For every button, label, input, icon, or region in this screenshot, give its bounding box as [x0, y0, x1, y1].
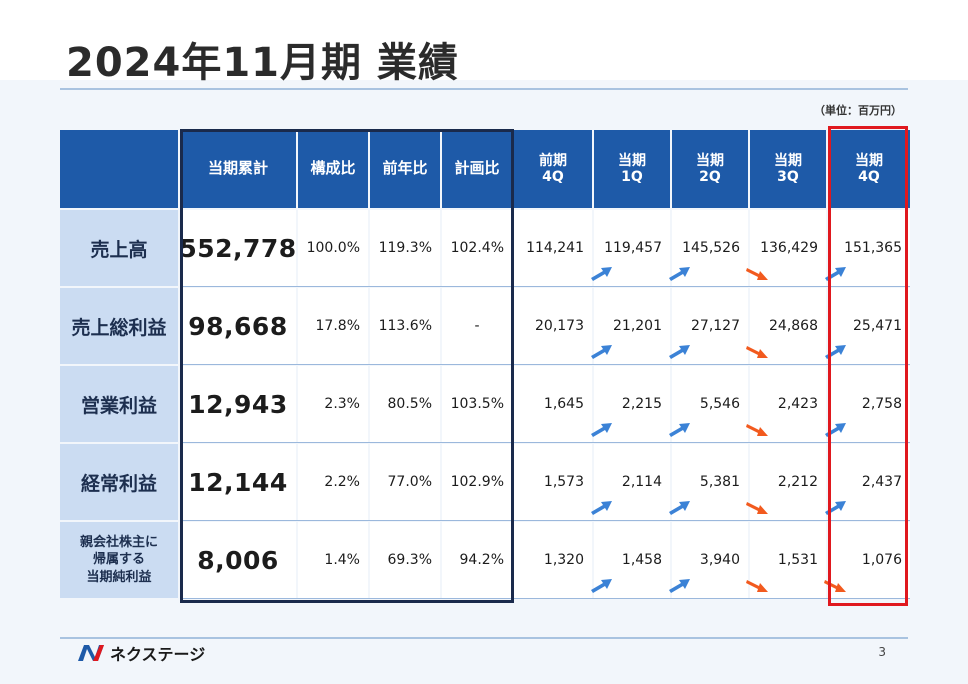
nextage-logo-icon: [78, 645, 104, 661]
yoy-value: 69.3%: [370, 522, 440, 598]
header-q3-line: 3Q: [777, 169, 799, 185]
trend-up-arrow-icon: [591, 579, 612, 593]
trend-up-arrow-icon: [591, 345, 612, 359]
header-q4-line: 4Q: [858, 169, 880, 185]
header-prev4q: 前期 4Q: [514, 130, 592, 208]
row-label: 売上総利益: [60, 288, 178, 364]
row-label-line: 売上総利益: [71, 316, 167, 339]
header-label: [60, 130, 178, 208]
header-q4: 当期 4Q: [828, 130, 910, 208]
row-divider: [180, 364, 910, 365]
trend-up-arrow-icon: [591, 501, 612, 515]
trend-up-arrow-icon: [825, 267, 846, 281]
header-yoy: 前年比: [370, 130, 440, 208]
q3-value: 136,429: [750, 210, 826, 286]
row-divider: [180, 520, 910, 521]
q4-value: 2,758: [828, 366, 910, 442]
header-q2-line: 2Q: [699, 169, 721, 185]
q3-value: 2,423: [750, 366, 826, 442]
header-q1-line: 当期: [618, 152, 646, 169]
trend-up-arrow-icon: [825, 501, 846, 515]
q1-value: 21,201: [594, 288, 670, 364]
composition-value: 1.4%: [298, 522, 368, 598]
q3-value: 1,531: [750, 522, 826, 598]
header-q1: 当期 1Q: [594, 130, 670, 208]
trend-down-arrow-icon: [746, 424, 768, 436]
header-q2-line: 当期: [696, 152, 724, 169]
cumulative-value: 98,668: [180, 288, 296, 364]
trend-down-arrow-icon: [824, 580, 846, 592]
row-divider: [180, 286, 910, 287]
header-composition: 構成比: [298, 130, 368, 208]
company-logo: ネクステージ: [76, 641, 205, 665]
header-plan: 計画比: [442, 130, 512, 208]
prev4q-value: 1,645: [514, 366, 592, 442]
trend-up-arrow-icon: [591, 423, 612, 437]
composition-value: 2.3%: [298, 366, 368, 442]
trend-up-arrow-icon: [825, 345, 846, 359]
header-q3: 当期 3Q: [750, 130, 826, 208]
prev4q-value: 1,320: [514, 522, 592, 598]
trend-up-arrow-icon: [669, 267, 690, 281]
trend-down-arrow-icon: [746, 346, 768, 358]
page-number: 3: [878, 645, 886, 659]
header-q3-line: 当期: [774, 152, 802, 169]
row-label: 経常利益: [60, 444, 178, 520]
trend-down-arrow-icon: [746, 268, 768, 280]
trend-down-arrow-icon: [746, 502, 768, 514]
plan-value: 102.4%: [442, 210, 512, 286]
row-divider: [180, 442, 910, 443]
plan-value: 102.9%: [442, 444, 512, 520]
company-name: ネクステージ: [110, 645, 206, 664]
header-cumulative: 当期累計: [180, 130, 296, 208]
yoy-value: 119.3%: [370, 210, 440, 286]
row-label-line: 当期純利益: [86, 569, 152, 585]
row-label: 売上高: [60, 210, 178, 286]
trend-up-arrow-icon: [669, 423, 690, 437]
trend-up-arrow-icon: [669, 501, 690, 515]
prev4q-value: 1,573: [514, 444, 592, 520]
row-label-line: 経常利益: [80, 472, 157, 495]
composition-value: 2.2%: [298, 444, 368, 520]
header-q4-line: 当期: [855, 152, 883, 169]
trend-down-arrow-icon: [746, 580, 768, 592]
q4-value: 1,076: [828, 522, 910, 598]
q3-value: 2,212: [750, 444, 826, 520]
unit-label: （単位：百万円）: [814, 104, 902, 117]
yoy-value: 77.0%: [370, 444, 440, 520]
cumulative-value: 12,943: [180, 366, 296, 442]
plan-value: 103.5%: [442, 366, 512, 442]
trend-up-arrow-icon: [669, 579, 690, 593]
cumulative-value: 12,144: [180, 444, 296, 520]
title-divider: [60, 88, 908, 90]
row-label: 親会社株主に 帰属する 当期純利益: [60, 522, 178, 598]
yoy-value: 113.6%: [370, 288, 440, 364]
row-label: 営業利益: [60, 366, 178, 442]
row-divider: [180, 598, 910, 599]
composition-value: 100.0%: [298, 210, 368, 286]
cumulative-value: 552,778: [179, 210, 296, 286]
q3-value: 24,868: [750, 288, 826, 364]
composition-value: 17.8%: [298, 288, 368, 364]
header-prev4q-line: 前期: [539, 152, 567, 169]
trend-up-arrow-icon: [669, 345, 690, 359]
row-label-line: 営業利益: [80, 394, 157, 417]
plan-value: -: [442, 288, 512, 364]
yoy-value: 80.5%: [370, 366, 440, 442]
plan-value: 94.2%: [442, 522, 512, 598]
row-label-line: 帰属する: [92, 552, 145, 568]
results-table: 当期累計 構成比 前年比 計画比 前期 4Q 当期 1Q 当期 2Q 当期 3Q 当期 4Q 売上高 552,…: [60, 130, 910, 600]
page-title: 2024年11月期 業績: [66, 40, 459, 86]
trend-up-arrow-icon: [591, 267, 612, 281]
trend-up-arrow-icon: [825, 423, 846, 437]
prev4q-value: 20,173: [514, 288, 592, 364]
header-prev4q-line: 4Q: [542, 169, 564, 185]
prev4q-value: 114,241: [514, 210, 592, 286]
header-q2: 当期 2Q: [672, 130, 748, 208]
row-label-line: 親会社株主に: [79, 534, 158, 550]
cumulative-value: 8,006: [180, 522, 296, 598]
row-label-line: 売上高: [90, 238, 148, 261]
header-q1-line: 1Q: [621, 169, 643, 185]
footer-divider: [60, 637, 908, 639]
